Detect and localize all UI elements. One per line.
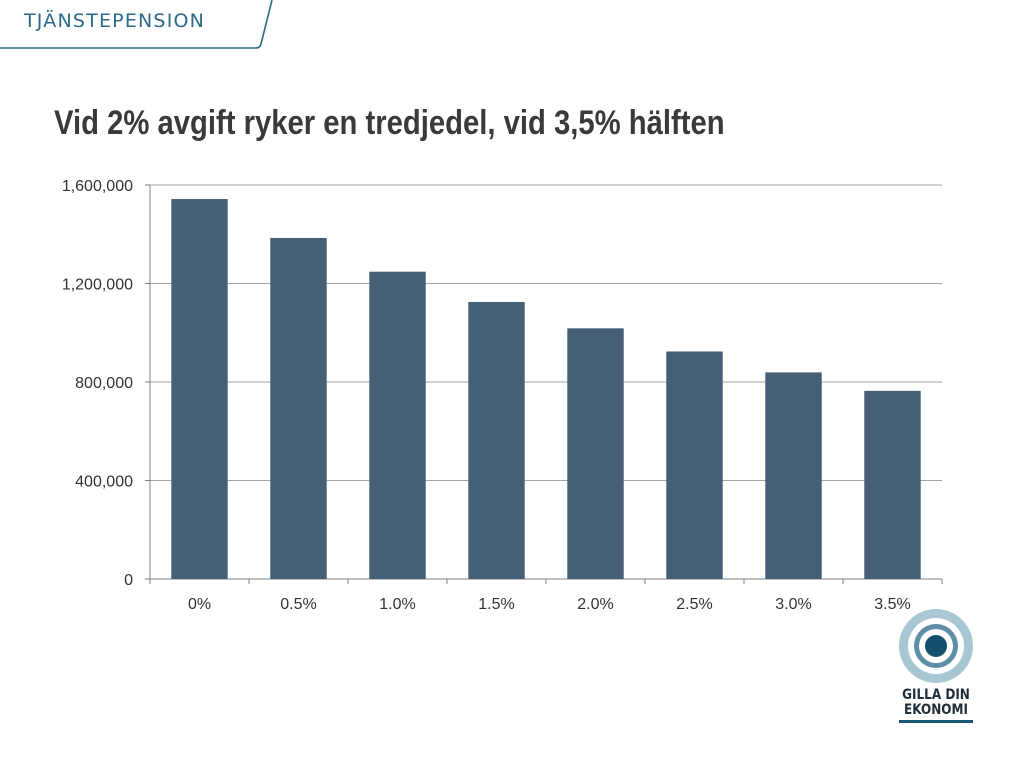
bar-2 <box>369 271 426 579</box>
y-tick-label: 1,600,000 <box>62 178 133 195</box>
bar-6 <box>765 372 822 579</box>
slide-title: Vid 2% avgift ryker en tredjedel, vid 3,… <box>54 104 725 142</box>
bar-5 <box>666 351 723 579</box>
x-tick-label: 3.0% <box>775 596 811 613</box>
x-tick-label: 2.0% <box>577 596 613 613</box>
bar-1 <box>270 237 327 579</box>
section-label: TJÄNSTEPENSION <box>24 10 206 32</box>
y-tick-label: 800,000 <box>75 375 133 392</box>
x-tick-label: 1.5% <box>478 596 514 613</box>
logo-text-line2: EKONOMI <box>903 702 969 718</box>
y-tick-label: 400,000 <box>75 474 133 491</box>
target-rings-icon <box>899 609 973 683</box>
x-tick-label: 0% <box>188 596 211 613</box>
x-tick-label: 3.5% <box>874 596 910 613</box>
x-tick-label: 1.0% <box>379 596 415 613</box>
logo-underline <box>899 720 973 723</box>
y-tick-label: 0 <box>124 572 133 589</box>
x-tick-label: 2.5% <box>676 596 712 613</box>
bar-4 <box>567 328 624 579</box>
header-tab-shape <box>0 0 273 49</box>
y-tick-label: 1,200,000 <box>62 277 133 294</box>
bar-3 <box>468 301 525 579</box>
x-tick-label: 0.5% <box>280 596 316 613</box>
bar-7 <box>864 390 921 579</box>
logo-text-line1: GILLA DIN <box>902 687 970 703</box>
bar-0 <box>171 199 228 579</box>
gilla-din-ekonomi-logo: GILLA DIN EKONOMI <box>896 606 976 726</box>
